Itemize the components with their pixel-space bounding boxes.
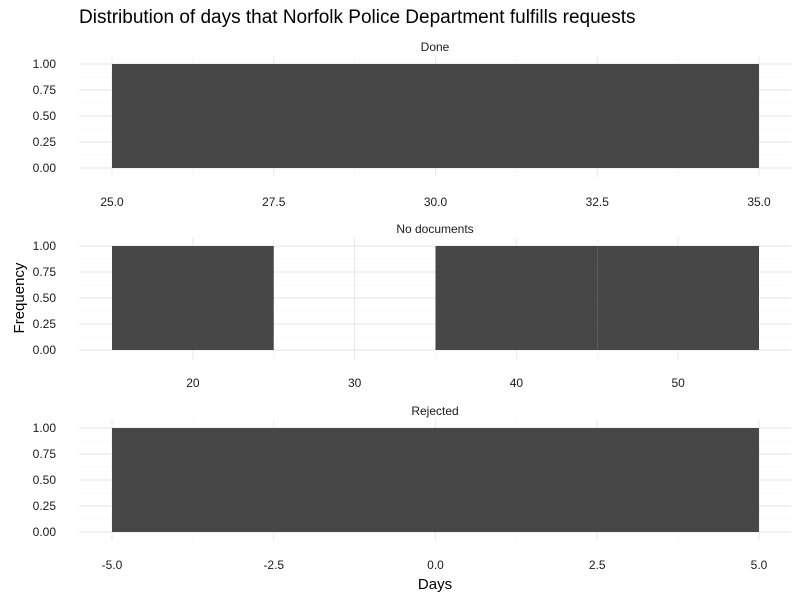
histogram-bar — [112, 64, 759, 168]
y-axis-title: Frequency — [11, 262, 28, 333]
x-tick-label: -5.0 — [102, 558, 123, 572]
chart-title: Distribution of days that Norfolk Police… — [79, 7, 636, 28]
x-tick-label: 5.0 — [751, 558, 768, 572]
facet-strip-label: No documents — [396, 222, 473, 236]
y-tick-label: 0.50 — [33, 291, 57, 305]
y-tick-label: 1.00 — [33, 239, 57, 253]
x-tick-label: 20 — [186, 376, 200, 390]
y-tick-label: 1.00 — [33, 57, 57, 71]
panel-2: 0.00 0.25 0.50 0.75 1.00 20 30 40 50 No documents — [33, 222, 791, 390]
x-tick-label: 40 — [510, 376, 524, 390]
panel-1: 0.00 0.25 0.50 0.75 1.00 25.0 27.5 30.0 32.5 35.0… — [33, 40, 791, 209]
y-tick-label: 1.00 — [33, 421, 57, 435]
y-tick-label: 0.25 — [33, 499, 57, 513]
y-tick-label: 0.50 — [33, 109, 57, 123]
y-tick-label: 0.75 — [33, 447, 57, 461]
histogram-bar — [597, 246, 759, 350]
x-tick-label: 35.0 — [747, 195, 771, 209]
x-tick-label: 25.0 — [100, 195, 124, 209]
y-tick-label: 0.00 — [33, 525, 57, 539]
x-axis-title: Days — [418, 576, 452, 593]
facet-strip-label: Rejected — [411, 404, 458, 418]
histogram-bar — [112, 246, 274, 350]
x-tick-label: 50 — [671, 376, 685, 390]
x-tick-label: 32.5 — [586, 195, 610, 209]
y-tick-label: 0.75 — [33, 265, 57, 279]
histogram-bar — [435, 246, 598, 350]
x-tick-label: 27.5 — [262, 195, 286, 209]
x-tick-label: 30 — [348, 376, 362, 390]
x-tick-label: 2.5 — [589, 558, 606, 572]
facet-panels: 0.00 0.25 0.50 0.75 1.00 25.0 27.5 30.0 32.5 35.0… — [33, 40, 791, 572]
y-tick-label: 0.00 — [33, 161, 57, 175]
y-tick-label: 0.75 — [33, 83, 57, 97]
histogram-bar — [112, 428, 759, 532]
x-tick-label: 0.0 — [427, 558, 444, 572]
x-tick-label: 30.0 — [424, 195, 448, 209]
panel-3: 0.00 0.25 0.50 0.75 1.00 -5.0 -2.5 0.0 2.5 5.0 Rej… — [33, 404, 791, 572]
x-tick-label: -2.5 — [263, 558, 284, 572]
y-tick-label: 0.50 — [33, 473, 57, 487]
y-tick-label: 0.00 — [33, 343, 57, 357]
y-tick-label: 0.25 — [33, 135, 57, 149]
y-tick-label: 0.25 — [33, 317, 57, 331]
facet-strip-label: Done — [421, 40, 450, 54]
